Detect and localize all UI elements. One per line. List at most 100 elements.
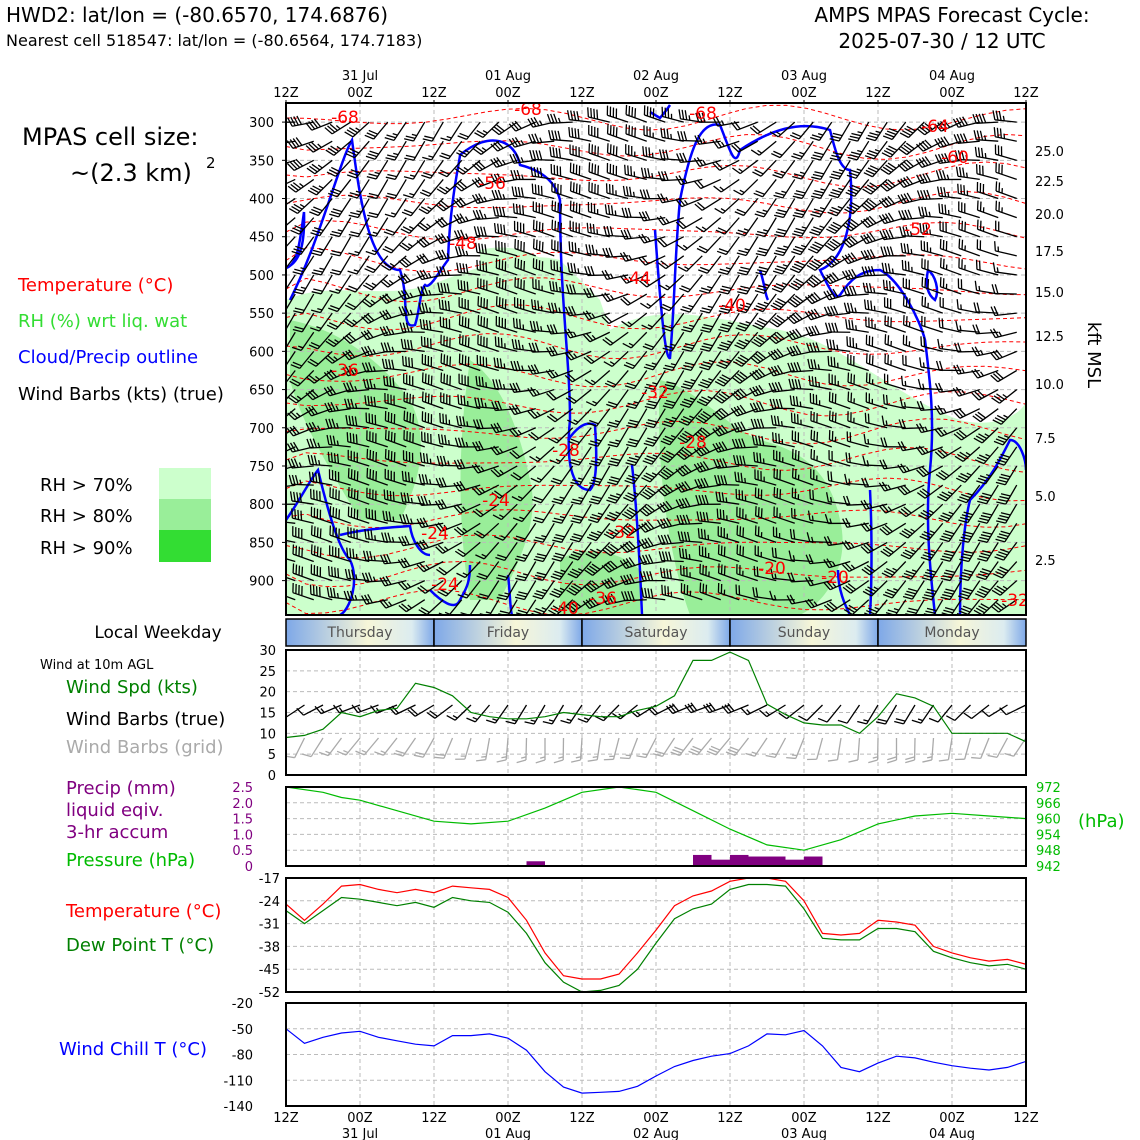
upper-wind-barb [490,173,518,184]
upper-wind-barb [454,159,481,175]
upper-wind-barb [475,242,499,257]
upper-wind-barb [588,181,610,200]
upper-wind-barb [567,408,592,426]
wind-speed-line [286,651,1026,743]
pressure-tick-label: 700 [249,422,274,437]
upper-wind-barb [495,542,518,562]
upper-wind-barb [570,484,592,505]
upper-wind-barb [658,551,684,563]
grid-wind-barb [476,737,491,762]
bottom-date-label: 02 Aug [633,1127,679,1140]
upper-wind-barb [346,159,370,179]
upper-wind-barb [329,525,351,544]
upper-wind-barb [823,599,851,613]
upper-wind-barb [734,331,759,350]
grid-wind-barb [413,737,435,758]
upper-wind-barb [957,183,980,200]
upper-wind-barb [810,468,832,486]
upper-wind-barb [362,378,388,391]
wind-chill-tick: -140 [223,1100,253,1115]
upper-wind-barb [491,400,518,412]
upper-wind-barb [326,312,352,330]
upper-wind-barb [418,302,444,314]
upper-wind-barb [530,166,555,181]
upper-wind-barb [292,583,314,601]
upper-wind-barb [841,540,869,551]
grid-wind-barb [455,737,472,760]
rh80-label: RH > 80% [40,506,133,527]
upper-wind-barb [383,217,407,236]
upper-wind-barb [475,375,499,391]
upper-wind-barb [623,350,648,370]
upper-wind-barb [955,166,980,181]
upper-wind-barb [774,217,796,238]
upper-wind-barb [603,225,629,238]
upper-wind-barb [287,458,314,469]
upper-wind-barb [920,240,943,257]
upper-wind-barb [699,293,722,314]
upper-wind-barb [954,342,980,353]
temperature-contour-label: -40 [551,599,579,619]
cell-size-exponent: 2 [206,154,216,172]
upper-wind-barb [330,236,352,257]
upper-wind-barb [643,351,666,371]
upper-wind-barb [456,561,481,579]
upper-wind-barb [900,375,925,391]
temperature-contour [286,104,1026,131]
upper-wind-barb [952,407,981,419]
upper-wind-barb [398,599,426,613]
upper-wind-barb [753,293,777,313]
pressure-tick: 960 [1036,813,1061,828]
upper-wind-barb [569,522,592,543]
upper-wind-barb [512,317,536,333]
grid-wind-barb [887,737,898,764]
upper-wind-barb [773,468,795,486]
upper-wind-barb [995,200,1017,219]
upper-wind-barb [805,274,833,288]
upper-wind-barb [495,240,518,257]
upper-wind-barb [717,544,740,563]
temperature-panel: -17 -24 -31 -38 -45 -52 [259,872,1027,1001]
upper-wind-barb [364,121,389,140]
upper-wind-barb [897,192,925,205]
weekday-cell [433,618,583,647]
upper-wind-barb [383,375,407,391]
upper-wind-barb [773,449,795,467]
upper-wind-barb [754,274,777,294]
upper-wind-barb [493,222,518,238]
upper-wind-barb [417,580,444,594]
upper-wind-barb [995,465,1018,486]
upper-wind-barb [361,345,388,357]
upper-wind-barb [582,596,611,610]
upper-wind-barb [642,146,666,161]
upper-wind-barb [828,179,851,199]
upper-wind-barb [916,465,944,478]
bottom-date-label: 04 Aug [929,1127,975,1140]
upper-wind-barb [531,183,555,200]
precip-bar [748,856,767,866]
upper-wind-barb [620,590,647,602]
true-wind-barb [542,704,565,725]
upper-wind-barb [809,489,832,505]
upper-wind-barb [286,331,296,352]
grid-wind-barb [619,737,639,760]
upper-wind-barb [846,431,869,448]
upper-wind-barb [533,522,555,543]
upper-wind-barb [805,325,832,337]
upper-wind-barb [508,404,536,416]
wind-chill-tick: -80 [232,1049,253,1064]
upper-wind-barb [736,506,758,524]
upper-wind-barb [422,121,444,142]
temperature-contour [286,534,1026,559]
upper-wind-barb [661,312,685,332]
cell-size-value: ~(2.3 km) [70,159,192,187]
temperature-contour-label: -48 [449,234,477,254]
upper-wind-barb [842,235,870,248]
bottom-tick-label: 00Z [495,1111,521,1126]
upper-wind-barb [528,133,555,144]
upper-wind-barb [569,181,592,200]
upper-wind-barb [607,446,629,467]
upper-wind-barb [952,386,980,397]
upper-wind-barb [625,446,648,467]
